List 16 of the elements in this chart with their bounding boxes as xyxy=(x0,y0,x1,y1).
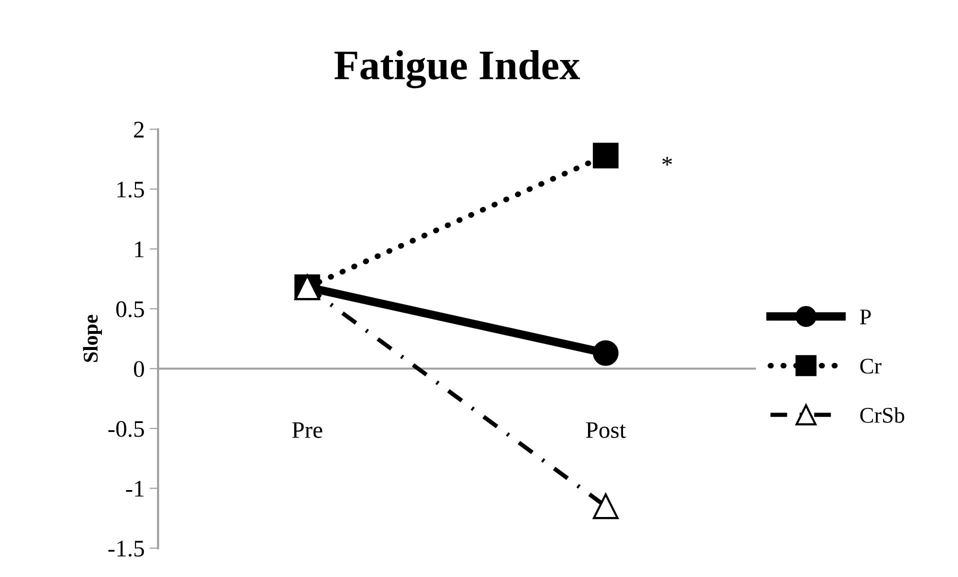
y-tick-label: -1.5 xyxy=(108,540,144,557)
chart-title: Fatigue Index xyxy=(334,50,580,88)
legend-label: CrSb xyxy=(860,407,904,423)
y-tick-label: 2 xyxy=(134,122,144,138)
y-tick-label: -1 xyxy=(126,480,144,496)
x-tick-label: Post xyxy=(586,422,626,438)
y-tick-label: 0 xyxy=(134,361,144,378)
y-tick-label: -0.5 xyxy=(108,420,144,437)
y-tick-label: 0.5 xyxy=(116,301,144,318)
y-tick-label: 1.5 xyxy=(117,182,144,198)
y-tick-label: 1 xyxy=(135,242,144,258)
y-axis-title: Slope xyxy=(83,314,102,362)
x-tick-label: Pre xyxy=(292,422,322,438)
legend-label: P xyxy=(860,310,871,324)
annotation: * xyxy=(662,156,672,166)
legend-label: Cr xyxy=(860,358,882,374)
